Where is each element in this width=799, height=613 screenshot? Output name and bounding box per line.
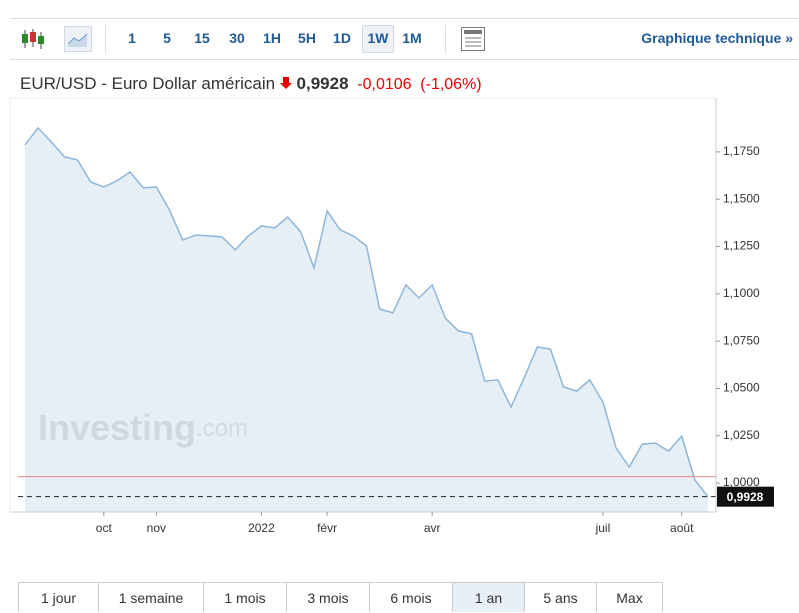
x-tick-label: oct (96, 521, 113, 535)
quote-header: EUR/USD - Euro Dollar américain 0,9928 -… (20, 74, 482, 94)
interval-button[interactable]: 5H (298, 30, 316, 46)
y-tick-label: 1,1000 (723, 286, 760, 300)
interval-button[interactable]: 1W (362, 25, 394, 53)
separator (105, 25, 106, 53)
instrument-name: EUR/USD - Euro Dollar américain (20, 74, 276, 93)
change-pct: (-1,06%) (420, 76, 482, 93)
technical-link[interactable]: Graphique technique » (641, 30, 793, 46)
area (25, 127, 708, 513)
y-tick-label: 1,1750 (723, 144, 760, 158)
change: -0,0106 (357, 76, 412, 93)
x-tick-label: févr (317, 521, 337, 535)
y-tick-label: 1,1500 (723, 191, 760, 205)
table-icon[interactable] (460, 26, 486, 52)
chart: Investing.com1,00001,02501,05001,07501,1… (9, 97, 774, 535)
x-tick-label: juil (595, 521, 611, 535)
range-button[interactable]: 1 an (452, 582, 525, 612)
y-tick-label: 1,0000 (723, 475, 760, 489)
down-arrow (279, 77, 292, 89)
x-tick-label: avr (424, 521, 441, 535)
interval-button[interactable]: 1D (333, 30, 351, 46)
y-tick-label: 1,0500 (723, 381, 760, 395)
x-tick-label: 2022 (248, 521, 275, 535)
y-tick-label: 1,1250 (723, 239, 760, 253)
interval-button[interactable]: 15 (194, 30, 210, 46)
candles-icon[interactable] (20, 27, 46, 51)
price: 0,9928 (296, 74, 349, 93)
line-icon[interactable] (64, 26, 92, 52)
interval-button[interactable]: 5 (163, 30, 171, 46)
last-value-badge (717, 486, 774, 507)
line (24, 126, 709, 498)
range-button[interactable]: Max (596, 582, 663, 612)
x-tick-label: août (670, 521, 694, 535)
interval-button[interactable]: 30 (229, 30, 245, 46)
separator (445, 25, 446, 53)
toolbar: Graphique technique » 1 5 15 30 1H 5H 1D 1W 1M (10, 18, 799, 60)
interval-button[interactable]: 1M (402, 30, 422, 46)
y-tick-label: 1,0250 (723, 428, 760, 442)
y-tick-label: 1,0750 (723, 333, 760, 347)
interval-button[interactable]: 1H (263, 30, 281, 46)
last-value-label: 0,9928 (727, 490, 764, 504)
x-tick-label: nov (147, 521, 166, 535)
interval-button[interactable]: 1 (128, 30, 136, 46)
